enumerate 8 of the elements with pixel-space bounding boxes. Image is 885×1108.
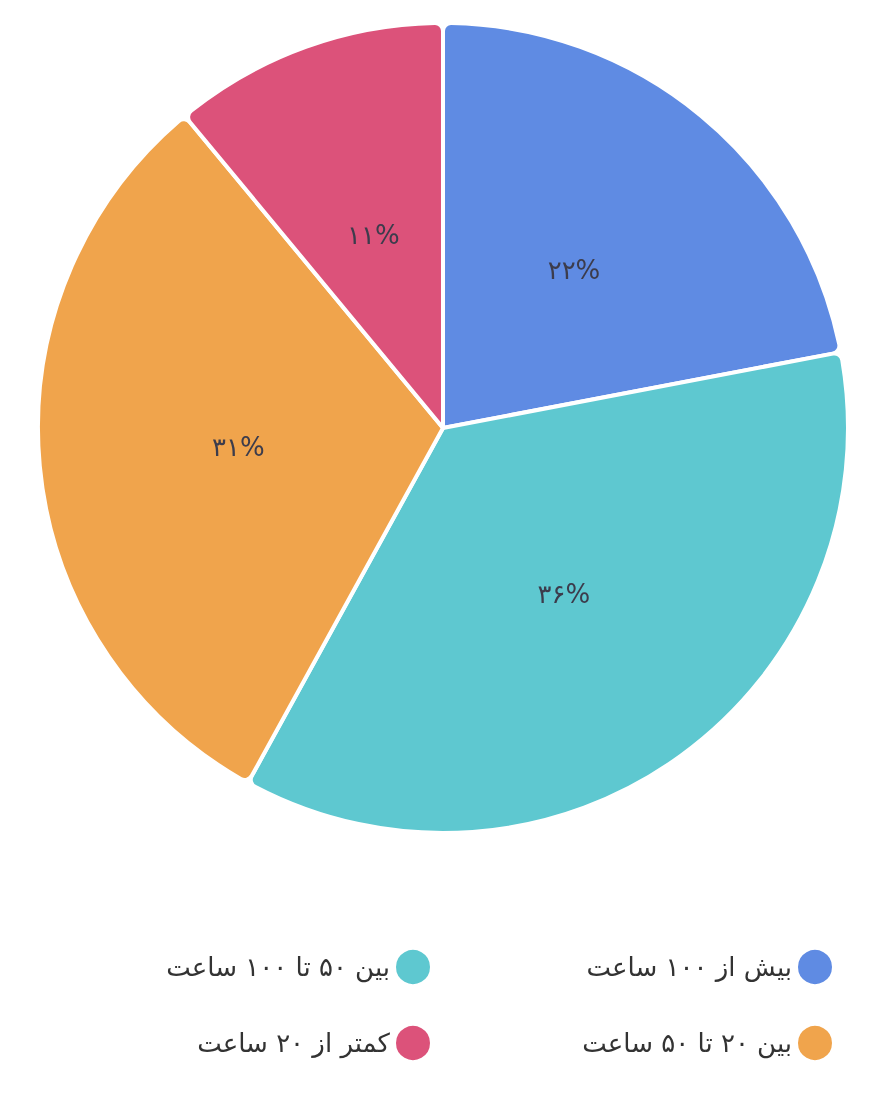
legend-label: بین ۵۰ تا ۱۰۰ ساعت (166, 952, 390, 983)
legend-label: بین ۲۰ تا ۵۰ ساعت (582, 1028, 792, 1059)
legend-label: بیش از ۱۰۰ ساعت (586, 952, 792, 982)
data-label: ۲۲% (547, 254, 601, 285)
legend-label: کمتر از ۲۰ ساعت (197, 1028, 391, 1059)
data-label: ۱۱% (347, 219, 400, 250)
data-label: ۳۶% (537, 579, 591, 610)
data-label: ۳۱% (212, 432, 265, 463)
